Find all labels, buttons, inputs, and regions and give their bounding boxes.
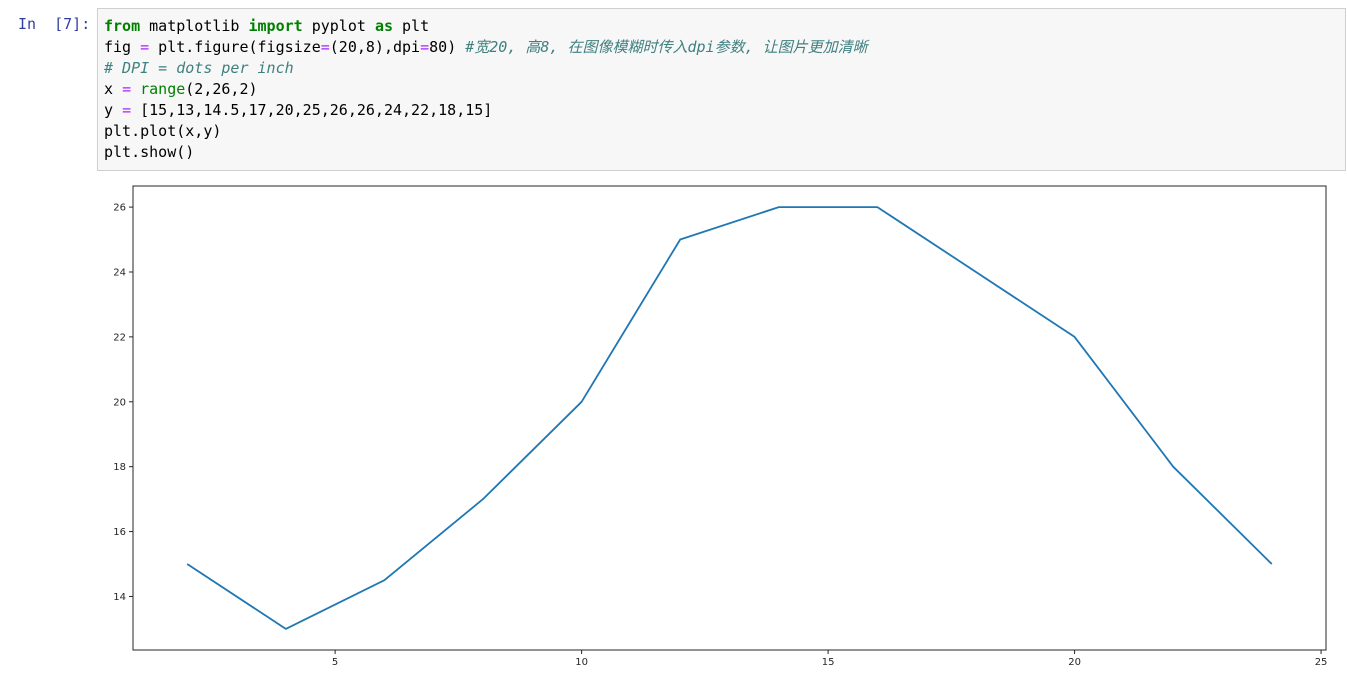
code-token: y — [104, 101, 122, 119]
code-line-2: fig = plt.figure(figsize=(20,8),dpi=80) … — [104, 37, 868, 58]
code-line-7: plt.show() — [104, 142, 194, 163]
operator: = — [140, 38, 149, 56]
operator: = — [122, 101, 131, 119]
code-token: plt.figure(figsize — [149, 38, 321, 56]
code-line-5: y = [15,13,14.5,17,20,25,26,26,24,22,18,… — [104, 100, 492, 121]
code-token: x — [104, 80, 122, 98]
x-tick-label-5: 5 — [332, 657, 338, 668]
code-line-4: x = range(2,26,2) — [104, 79, 258, 100]
code-token: (2,26,2) — [185, 80, 257, 98]
code-line-3: # DPI = dots per inch — [104, 58, 294, 79]
code-token: fig — [104, 38, 140, 56]
y-tick-label-16: 16 — [113, 527, 126, 538]
code-token: plt.show() — [104, 143, 194, 161]
x-tick-label-15: 15 — [822, 657, 835, 668]
code-token: plt.plot(x,y) — [104, 122, 221, 140]
module-name: matplotlib — [140, 17, 248, 35]
plot-area — [133, 186, 1326, 650]
input-prompt: In [7]: — [18, 15, 90, 33]
code-token: [15,13,14.5,17,20,25,26,26,24,22,18,15] — [131, 101, 492, 119]
keyword-import: import — [249, 17, 303, 35]
y-tick-label-18: 18 — [113, 462, 126, 473]
code-editor[interactable]: from matplotlib import pyplot as plt fig… — [97, 8, 1346, 171]
number-literal: 80 — [429, 38, 447, 56]
code-line-1: from matplotlib import pyplot as plt — [104, 16, 429, 37]
keyword-as: as — [375, 17, 393, 35]
y-tick-label-22: 22 — [113, 332, 126, 343]
y-tick-label-24: 24 — [113, 267, 126, 278]
output-plot: 5 10 15 20 25 14 16 18 20 22 24 26 — [97, 180, 1347, 675]
y-tick-label-26: 26 — [113, 203, 126, 214]
line-chart: 5 10 15 20 25 14 16 18 20 22 24 26 — [97, 180, 1347, 675]
alias-name: plt — [393, 17, 429, 35]
x-tick-label-10: 10 — [575, 657, 588, 668]
operator: = — [420, 38, 429, 56]
code-comment: # DPI = dots per inch — [104, 59, 294, 77]
code-line-6: plt.plot(x,y) — [104, 121, 221, 142]
code-token — [131, 80, 140, 98]
code-comment: #宽20, 高8, 在图像模糊时传入dpi参数, 让图片更加清晰 — [465, 38, 867, 56]
operator: = — [122, 80, 131, 98]
x-tick-label-25: 25 — [1315, 657, 1328, 668]
code-token: (20,8),dpi — [330, 38, 420, 56]
x-tick-label-20: 20 — [1068, 657, 1081, 668]
builtin-function: range — [140, 80, 185, 98]
keyword-from: from — [104, 17, 140, 35]
module-name-2: pyplot — [303, 17, 375, 35]
y-tick-label-20: 20 — [113, 397, 126, 408]
operator: = — [321, 38, 330, 56]
y-tick-label-14: 14 — [113, 592, 126, 603]
code-token: ) — [447, 38, 465, 56]
